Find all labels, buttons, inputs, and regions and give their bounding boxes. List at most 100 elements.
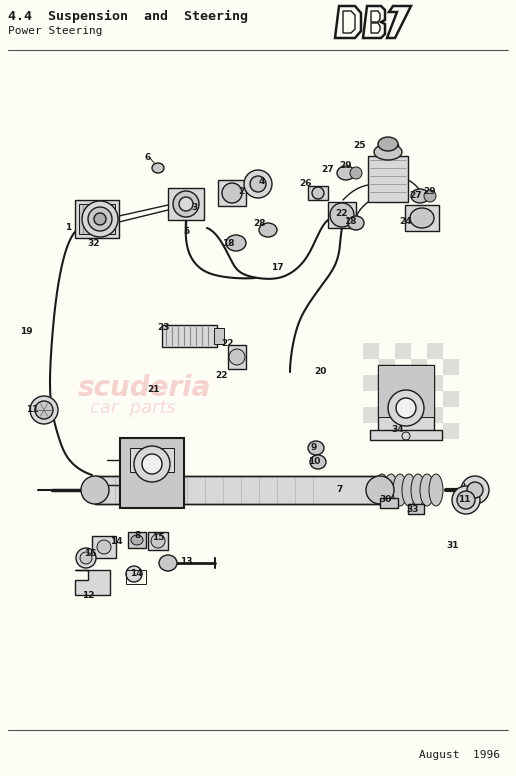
Text: 2: 2 (238, 188, 244, 196)
Bar (379, 391, 395, 407)
Text: 22: 22 (335, 210, 347, 219)
Ellipse shape (396, 398, 416, 418)
Text: 21: 21 (148, 386, 160, 394)
Bar (95, 476, 380, 504)
Bar (411, 391, 427, 407)
Bar (363, 375, 379, 391)
Text: 22: 22 (222, 340, 234, 348)
Ellipse shape (467, 482, 483, 498)
Text: 8: 8 (135, 531, 141, 539)
Ellipse shape (424, 190, 436, 202)
Ellipse shape (366, 476, 394, 504)
Bar (411, 359, 427, 375)
Ellipse shape (244, 170, 272, 198)
Text: 18: 18 (222, 240, 234, 248)
Text: 31: 31 (447, 541, 459, 549)
Ellipse shape (420, 474, 434, 506)
Text: 18: 18 (344, 217, 356, 227)
Text: 22: 22 (216, 370, 228, 379)
Ellipse shape (393, 474, 407, 506)
Bar (228, 345, 246, 369)
Polygon shape (363, 6, 385, 38)
Ellipse shape (429, 474, 443, 506)
Text: August  1996: August 1996 (419, 750, 500, 760)
Ellipse shape (152, 163, 164, 173)
Text: 12: 12 (82, 591, 94, 601)
Ellipse shape (159, 555, 177, 571)
Bar (79, 204, 115, 234)
Text: 32: 32 (88, 240, 100, 248)
Ellipse shape (131, 535, 143, 545)
Text: 10: 10 (308, 458, 320, 466)
Bar (370, 430, 442, 440)
Text: 14: 14 (130, 570, 142, 578)
Bar (148, 532, 168, 550)
Bar (443, 391, 459, 407)
Ellipse shape (410, 208, 434, 228)
Ellipse shape (179, 197, 193, 211)
Ellipse shape (76, 548, 96, 568)
Text: 27: 27 (321, 165, 334, 175)
Ellipse shape (35, 401, 53, 419)
Text: 13: 13 (180, 557, 192, 566)
Text: 14: 14 (110, 538, 122, 546)
Ellipse shape (461, 476, 489, 504)
Text: 23: 23 (157, 324, 169, 332)
Bar (168, 188, 204, 220)
Ellipse shape (411, 189, 429, 203)
Bar (411, 423, 427, 439)
Ellipse shape (402, 474, 416, 506)
Ellipse shape (126, 566, 142, 582)
Text: 29: 29 (340, 161, 352, 171)
Ellipse shape (250, 176, 266, 192)
Bar (443, 423, 459, 439)
Polygon shape (371, 11, 380, 22)
Text: 19: 19 (20, 327, 33, 337)
Bar (443, 359, 459, 375)
Ellipse shape (173, 191, 199, 217)
Text: 15: 15 (152, 534, 164, 542)
Bar (408, 504, 424, 514)
Ellipse shape (259, 223, 277, 237)
Bar (130, 448, 174, 472)
Ellipse shape (88, 207, 112, 231)
Text: 11: 11 (26, 406, 38, 414)
Ellipse shape (388, 390, 424, 426)
Ellipse shape (82, 201, 118, 237)
Text: 28: 28 (254, 220, 266, 228)
Bar (214, 328, 224, 344)
Text: 6: 6 (145, 154, 151, 162)
Ellipse shape (97, 540, 111, 554)
Ellipse shape (30, 396, 58, 424)
Text: 16: 16 (84, 549, 96, 559)
Bar (368, 156, 408, 202)
Text: 33: 33 (407, 505, 419, 514)
Bar (427, 343, 443, 359)
Bar (378, 365, 434, 433)
Ellipse shape (348, 216, 364, 230)
Text: scuderia: scuderia (78, 374, 212, 402)
Bar (405, 205, 439, 231)
Bar (92, 536, 116, 558)
Bar (75, 200, 119, 238)
Polygon shape (335, 6, 361, 38)
Ellipse shape (229, 349, 245, 365)
Ellipse shape (308, 441, 324, 455)
Ellipse shape (222, 183, 242, 203)
Bar (328, 202, 356, 228)
Text: 11: 11 (458, 496, 470, 504)
Ellipse shape (452, 486, 480, 514)
Bar (395, 343, 411, 359)
Ellipse shape (80, 552, 92, 564)
Ellipse shape (134, 446, 170, 482)
Text: 4.4  Suspension  and  Steering: 4.4 Suspension and Steering (8, 10, 248, 23)
Bar (162, 325, 217, 347)
Text: 27: 27 (410, 192, 422, 200)
Ellipse shape (457, 491, 475, 509)
Polygon shape (343, 11, 355, 33)
Text: Power Steering: Power Steering (8, 26, 103, 36)
Bar (380, 498, 398, 508)
Text: 7: 7 (337, 486, 343, 494)
Ellipse shape (142, 454, 162, 474)
Text: car  parts: car parts (90, 399, 176, 417)
